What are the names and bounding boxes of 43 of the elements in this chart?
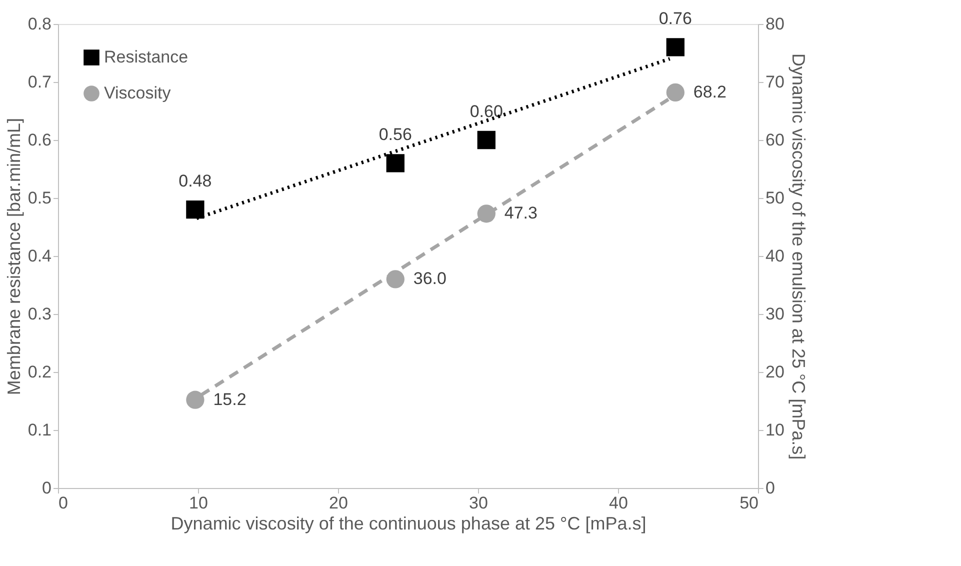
y-tick-label: 0.4 <box>28 246 52 266</box>
legend-label: Resistance <box>104 48 188 66</box>
y2-tick-label: 60 <box>766 130 784 150</box>
y2-tick-label: 70 <box>766 72 784 92</box>
point <box>386 154 404 172</box>
x-tick-label: 20 <box>329 494 348 512</box>
data-label: 15.2 <box>213 390 246 409</box>
point <box>186 390 204 409</box>
x-tick-label: 0 <box>58 494 68 512</box>
data-label: 0.60 <box>470 102 503 121</box>
data-label: 68.2 <box>693 82 726 102</box>
y-tick-label: 0.2 <box>28 362 52 382</box>
point <box>477 130 496 150</box>
point <box>666 38 684 56</box>
x-tick-label: 10 <box>189 494 208 512</box>
y-axis-title: Membrane resistance [bar.min/mL] <box>4 118 24 396</box>
y2-tick-label: 50 <box>766 188 784 208</box>
y2-tick-label: 80 <box>766 14 784 34</box>
data-label: 0.48 <box>178 172 212 191</box>
y-tick-label: 0.7 <box>28 72 52 92</box>
y2-tick-label: 30 <box>766 304 784 324</box>
y-tick-label: 0.3 <box>28 304 52 324</box>
point <box>666 83 684 102</box>
y2-tick-label: 10 <box>766 420 784 440</box>
legend-label: Viscosity <box>104 84 172 102</box>
point <box>186 200 204 219</box>
data-label: 47.3 <box>504 204 538 223</box>
x-axis-title: Dynamic viscosity of the continuous phase at 25 °C [mPa.s] <box>170 514 646 534</box>
x-tick-label: 40 <box>609 494 628 512</box>
y-tick-label: 0.6 <box>28 130 52 150</box>
y2-axis-title: Dynamic viscosity of the emulsion at 25 °C [mPa.s] <box>788 53 808 460</box>
y2-tick-label: 0 <box>766 478 775 498</box>
x-tick-label: 50 <box>740 494 758 512</box>
data-label: 0.56 <box>378 125 412 144</box>
data-label: 36.0 <box>413 269 446 288</box>
y2-tick-label: 40 <box>766 246 784 266</box>
y2-tick-label: 20 <box>766 362 784 382</box>
y-tick-label: 0 <box>42 478 52 498</box>
x-tick-label: 30 <box>469 494 488 512</box>
y-tick-label: 0.5 <box>28 188 52 208</box>
data-label: 0.76 <box>658 9 692 28</box>
y-tick-label: 0.8 <box>28 14 52 34</box>
y-tick-label: 0.1 <box>28 420 52 440</box>
